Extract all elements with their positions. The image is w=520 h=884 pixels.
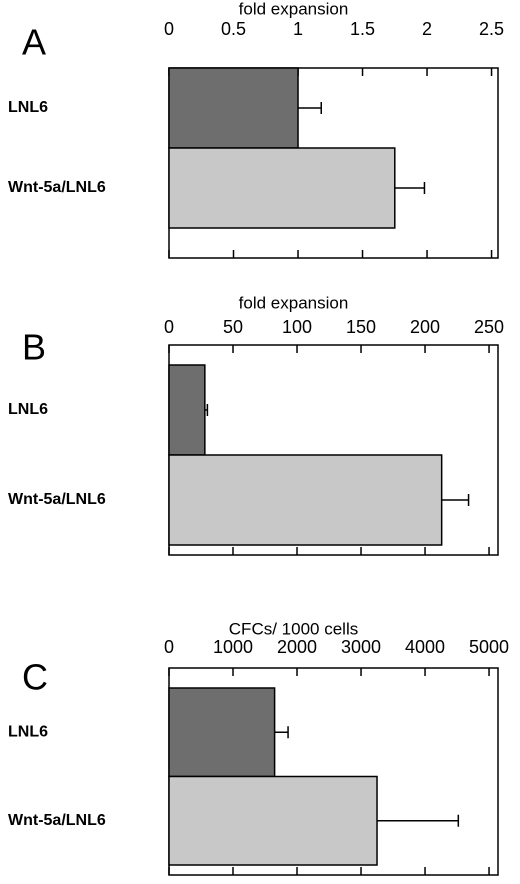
x-tick-label: 250	[474, 317, 504, 337]
x-tick-label: 3000	[341, 637, 381, 657]
x-tick-label: 2.5	[479, 19, 504, 39]
error-bar	[298, 102, 322, 114]
bar	[168, 67, 299, 149]
x-tick-label: 2	[422, 19, 432, 39]
bar	[168, 775, 378, 866]
x-tick-label: 100	[282, 317, 312, 337]
x-tick-label: 50	[223, 317, 243, 337]
category-label: Wnt-5a/LNL6	[8, 812, 106, 829]
x-tick-label: 0.5	[221, 19, 246, 39]
x-tick-label: 0	[164, 637, 174, 657]
x-tick-label: 150	[346, 317, 376, 337]
category-label: Wnt-5a/LNL6	[8, 491, 106, 508]
axis-title: fold expansion	[239, 0, 349, 18]
bar	[168, 454, 443, 546]
error-bar	[274, 726, 289, 739]
category-label: Wnt-5a/LNL6	[8, 179, 106, 196]
error-bar	[394, 182, 426, 194]
axis-title: CFCs/ 1000 cells	[229, 619, 358, 638]
error-bar	[377, 814, 460, 827]
error-bar	[441, 494, 470, 506]
bar	[168, 364, 206, 456]
error-bar	[204, 404, 209, 416]
bar	[168, 147, 396, 229]
axis-title: fold expansion	[239, 293, 349, 312]
panel-letter: A	[22, 22, 46, 63]
x-tick-label: 200	[410, 317, 440, 337]
x-tick-label: 0	[164, 317, 174, 337]
category-label: LNL6	[8, 401, 48, 418]
panel-letter: C	[22, 657, 48, 698]
x-tick-label: 1.5	[350, 19, 375, 39]
category-label: LNL6	[8, 99, 48, 116]
category-label: LNL6	[8, 723, 48, 740]
panel-letter: B	[22, 327, 46, 368]
x-tick-label: 4000	[405, 637, 445, 657]
x-tick-label: 5000	[469, 637, 509, 657]
x-tick-label: 0	[164, 19, 174, 39]
x-tick-label: 1	[293, 19, 303, 39]
bar	[168, 687, 276, 778]
x-tick-label: 1000	[213, 637, 253, 657]
x-tick-label: 2000	[277, 637, 317, 657]
